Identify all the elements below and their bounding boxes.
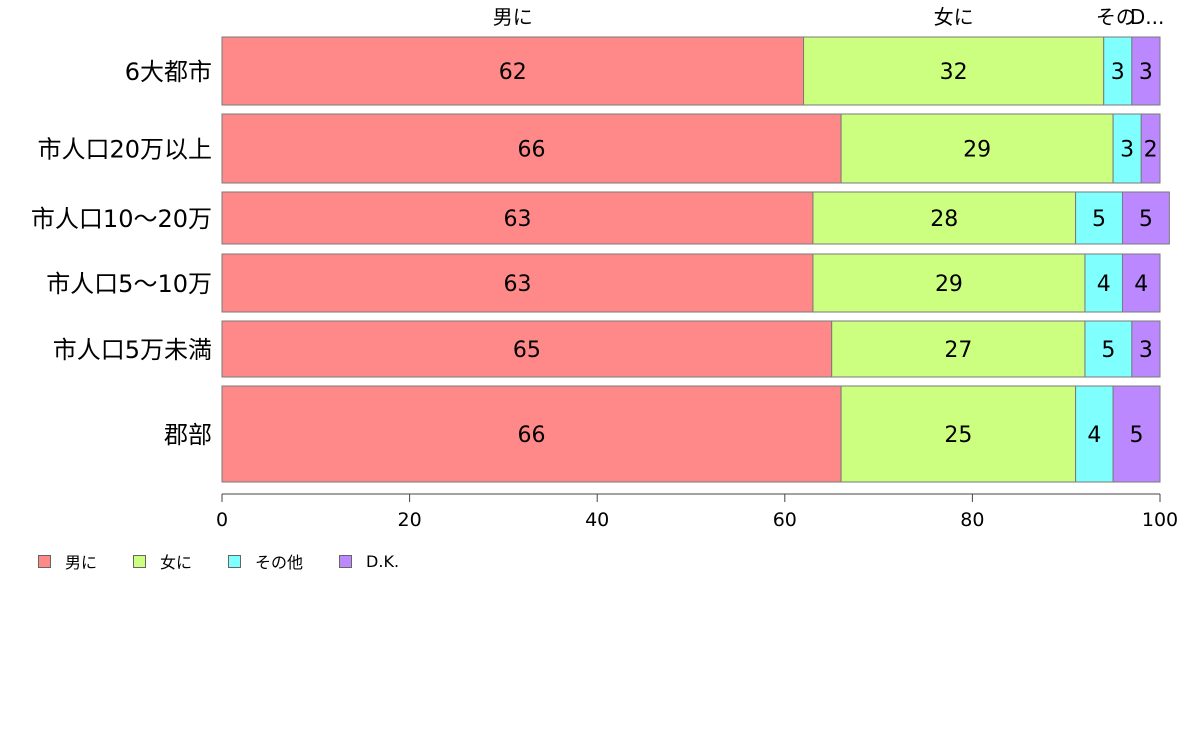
bar-segment xyxy=(221,191,814,245)
data-label: 66 xyxy=(518,138,546,163)
data-label: 3 xyxy=(1120,138,1134,163)
bar-segment xyxy=(812,191,1077,245)
legend-swatch xyxy=(133,554,147,568)
legend-label: 女に xyxy=(160,553,193,572)
data-label: 27 xyxy=(944,338,972,363)
bar-segment xyxy=(221,36,805,106)
x-tick-label: 100 xyxy=(1142,509,1178,531)
bar-segment xyxy=(1084,320,1133,378)
bar-segment xyxy=(840,385,1077,483)
data-label: 3 xyxy=(1139,338,1153,363)
legend-item: D.K. xyxy=(339,552,399,571)
bar-segment xyxy=(1112,385,1161,483)
bar-segments: 62 32 3 366 29 3 263 28 5 563 29 4 465 27 5 366 25 4 5 xyxy=(221,36,1170,483)
data-label: 4 xyxy=(1134,272,1148,297)
x-tick-label: 80 xyxy=(960,509,984,531)
data-label: 4 xyxy=(1087,423,1101,448)
bar-segment xyxy=(840,113,1114,184)
bar-segment xyxy=(831,320,1086,378)
category-label: 市人口20万以上 xyxy=(37,136,212,164)
data-label: 32 xyxy=(940,60,968,85)
data-label: 63 xyxy=(503,207,531,232)
series-top-label: 男に xyxy=(493,5,533,29)
data-label: 28 xyxy=(930,207,958,232)
legend: 男に 女に その他 D.K. xyxy=(38,549,435,573)
data-label: 65 xyxy=(513,338,541,363)
x-tick-label: 0 xyxy=(216,509,228,531)
series-top-labels: 男に 女に そのD... xyxy=(493,5,1165,29)
data-label: 29 xyxy=(963,138,991,163)
category-label: 6大都市 xyxy=(125,58,212,86)
category-label: 市人口5万未満 xyxy=(53,336,212,364)
legend-swatch xyxy=(339,554,353,568)
category-label: 市人口10〜20万 xyxy=(31,205,212,233)
bar-segment xyxy=(1103,36,1133,106)
bar-segment xyxy=(1131,36,1161,106)
legend-item: 女に xyxy=(133,549,192,573)
legend-label: 男に xyxy=(65,553,98,572)
series-top-label: D... xyxy=(1130,5,1164,29)
legend-swatch xyxy=(38,554,51,568)
bar-segment xyxy=(1121,191,1170,245)
bar-segment xyxy=(221,113,842,184)
bar-segment xyxy=(1131,320,1161,378)
bar-segment xyxy=(1084,253,1123,313)
x-tick-label: 20 xyxy=(398,509,422,531)
bar-segment xyxy=(803,36,1105,106)
data-label: 66 xyxy=(518,423,546,448)
x-axis: 0 20 40 60 80 100 xyxy=(216,493,1178,531)
data-label: 25 xyxy=(944,423,972,448)
data-label: 3 xyxy=(1139,60,1153,85)
bar-segment xyxy=(1140,113,1161,184)
legend-swatch xyxy=(228,554,242,568)
data-label: 2 xyxy=(1144,138,1158,163)
bar-segment xyxy=(812,253,1086,313)
data-label: 29 xyxy=(935,272,963,297)
bar-segment xyxy=(221,253,814,313)
legend-item: その他 xyxy=(228,549,303,573)
data-label: 5 xyxy=(1101,338,1115,363)
legend-label: その他 xyxy=(255,553,304,572)
data-label: 5 xyxy=(1092,207,1106,232)
category-label: 市人口5〜10万 xyxy=(46,270,212,298)
bar-segment xyxy=(221,385,842,483)
series-top-label: 女に xyxy=(934,5,974,29)
data-label: 4 xyxy=(1097,272,1111,297)
data-label: 5 xyxy=(1139,207,1153,232)
data-label: 5 xyxy=(1130,423,1144,448)
x-tick-label: 60 xyxy=(773,509,797,531)
bar-segment xyxy=(1121,253,1161,313)
bar-segment xyxy=(1075,191,1123,245)
data-label: 3 xyxy=(1111,60,1125,85)
series-top-label: その xyxy=(1096,5,1136,29)
legend-label: D.K. xyxy=(366,551,400,571)
data-label: 62 xyxy=(499,60,527,85)
x-tick-label: 40 xyxy=(585,509,609,531)
legend-item: 男に xyxy=(38,549,97,573)
data-label: 63 xyxy=(503,272,531,297)
category-label: 郡部 xyxy=(164,421,212,449)
